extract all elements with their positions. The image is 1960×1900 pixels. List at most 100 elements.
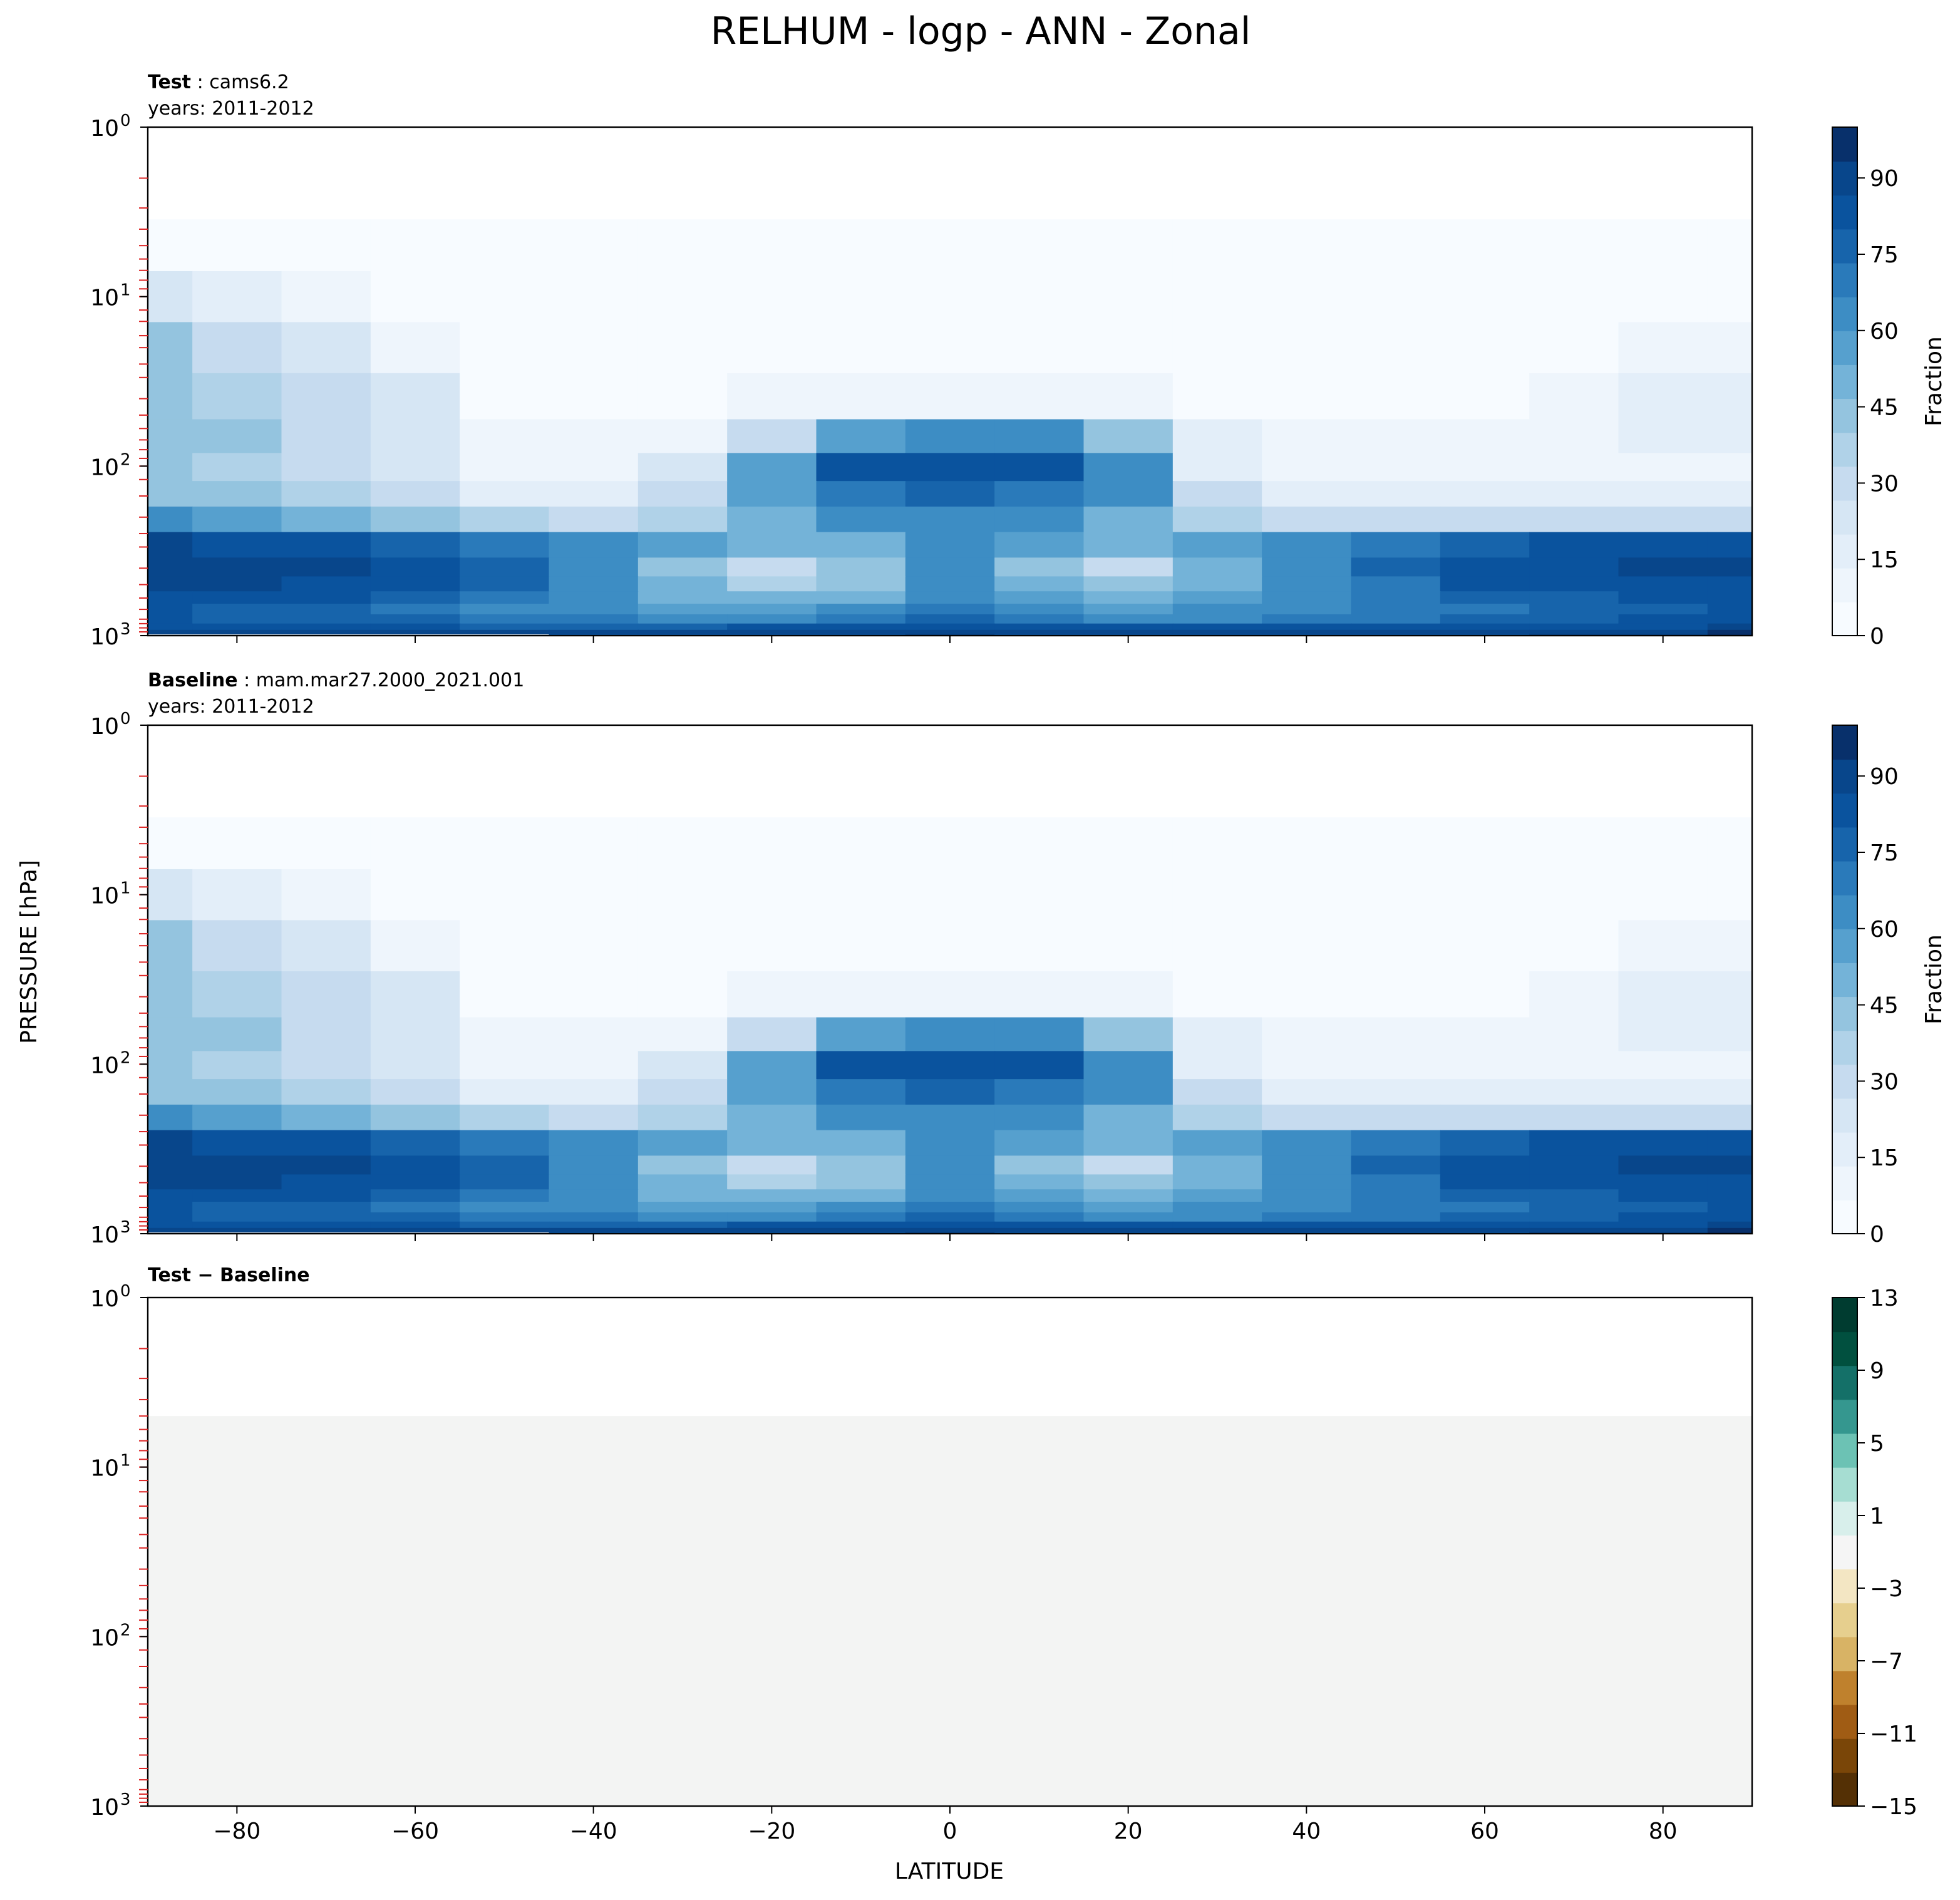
contour-cell — [905, 1017, 996, 1052]
contour-cell — [1262, 557, 1352, 577]
contour-cell — [816, 419, 906, 454]
colorbar-tick-label: −11 — [1870, 1722, 1917, 1747]
contour-cell — [1262, 576, 1352, 592]
contour-cell — [994, 1155, 1085, 1175]
contour-cell — [1351, 1051, 1441, 1080]
contour-cell — [1172, 1104, 1263, 1131]
contour-cell — [148, 1051, 193, 1080]
contour-cell — [994, 1130, 1085, 1157]
colorbar-segment — [1832, 364, 1857, 400]
contour-cell — [1440, 1221, 1530, 1229]
colorbar-label: Fraction — [1921, 934, 1947, 1025]
contour-cell — [1262, 1130, 1352, 1157]
contour-cell — [816, 1212, 906, 1222]
contour-cell — [192, 614, 282, 624]
contour-cell — [1262, 629, 1352, 634]
contour-cell — [637, 1155, 728, 1175]
contour-cell — [816, 971, 906, 1018]
y-tick-exponent: 3 — [120, 1218, 131, 1237]
contour-cell — [370, 219, 461, 272]
contour-cell — [727, 1231, 817, 1234]
contour-cell — [1083, 623, 1173, 631]
y-tick-label: 10 — [90, 116, 119, 142]
colorbar-tick-label: 30 — [1870, 471, 1899, 497]
contour-cell — [1351, 322, 1441, 374]
contour-cell — [1172, 453, 1263, 482]
contour-cell — [905, 1231, 996, 1234]
x-tick-label: 60 — [1470, 1819, 1499, 1844]
y-tick-exponent: 1 — [120, 281, 131, 300]
colorbar-segment — [1832, 996, 1857, 1031]
contour-cell — [1083, 591, 1173, 605]
contour-cell — [192, 453, 282, 482]
contour-cell — [192, 604, 282, 615]
y-tick-exponent: 0 — [120, 111, 131, 130]
contour-cell — [994, 971, 1085, 1018]
contour-cell — [549, 1017, 639, 1052]
contour-cell — [1351, 1189, 1441, 1203]
contour-cell — [1529, 373, 1619, 420]
contour-cell — [816, 219, 906, 272]
colorbar-segment — [1832, 759, 1857, 794]
contour-cell — [1262, 591, 1352, 605]
contour-cell — [637, 506, 728, 533]
contour-cell — [460, 1221, 550, 1229]
contour-cell — [727, 1079, 817, 1105]
contour-cell — [1172, 576, 1263, 592]
contour-cell — [370, 271, 461, 323]
colorbar-segment — [1832, 1467, 1857, 1502]
contour-cell — [460, 506, 550, 533]
contour-cell — [460, 817, 550, 870]
contour-cell — [1529, 817, 1619, 870]
contour-cell — [1083, 614, 1173, 624]
contour-cell — [1172, 1017, 1263, 1052]
contour-cell — [1262, 1079, 1352, 1105]
contour-cell — [1172, 1130, 1263, 1157]
colorbar-segment — [1832, 1165, 1857, 1200]
contour-cell — [1172, 557, 1263, 577]
contour-cell — [905, 271, 996, 323]
colorbar-frame — [1832, 126, 1858, 636]
contour-cell — [994, 1221, 1085, 1229]
contour-cell — [1529, 481, 1619, 507]
contour-cell — [1262, 604, 1352, 615]
contour-cell — [1529, 532, 1619, 559]
contour-cell — [994, 322, 1085, 374]
y-tick-label: 10 — [90, 1286, 119, 1312]
contour-cell — [1529, 557, 1619, 577]
contour-cell — [1262, 506, 1352, 533]
contour-cell — [192, 629, 282, 634]
contour-cell — [1172, 1231, 1263, 1234]
colorbar-segment — [1832, 1603, 1857, 1638]
contour-cell — [727, 623, 817, 631]
contour-cell — [1529, 1104, 1619, 1131]
contour-cell — [1618, 557, 1708, 577]
contour-cell — [1707, 633, 1752, 636]
contour-cell — [192, 869, 282, 921]
contour-cell — [549, 869, 639, 921]
contour-cell — [1351, 920, 1441, 972]
contour-cell — [1172, 419, 1263, 454]
x-tick-label: −20 — [748, 1819, 795, 1844]
contour-cell — [1083, 633, 1173, 636]
panel-title-bold: Test − Baseline — [148, 1264, 310, 1286]
contour-cell — [1262, 532, 1352, 559]
contour-cell — [370, 604, 461, 615]
contour-cell — [549, 1079, 639, 1105]
contour-cell — [1440, 1189, 1530, 1203]
contour-cell — [1351, 219, 1441, 272]
contour-cell — [816, 576, 906, 592]
y-tick-exponent: 1 — [120, 1452, 131, 1470]
contour-cell — [1440, 219, 1530, 272]
contour-cell — [1618, 271, 1708, 323]
contour-cell — [1262, 322, 1352, 374]
colorbar-segment — [1832, 296, 1857, 331]
contour-cell — [1440, 453, 1530, 482]
contour-cell — [549, 1155, 639, 1175]
contour-cell — [727, 271, 817, 323]
contour-cell — [192, 1130, 282, 1157]
contour-cell — [192, 591, 282, 605]
contour-cell — [905, 373, 996, 420]
contour-cell — [281, 373, 371, 420]
contour-cell — [1440, 1079, 1530, 1105]
